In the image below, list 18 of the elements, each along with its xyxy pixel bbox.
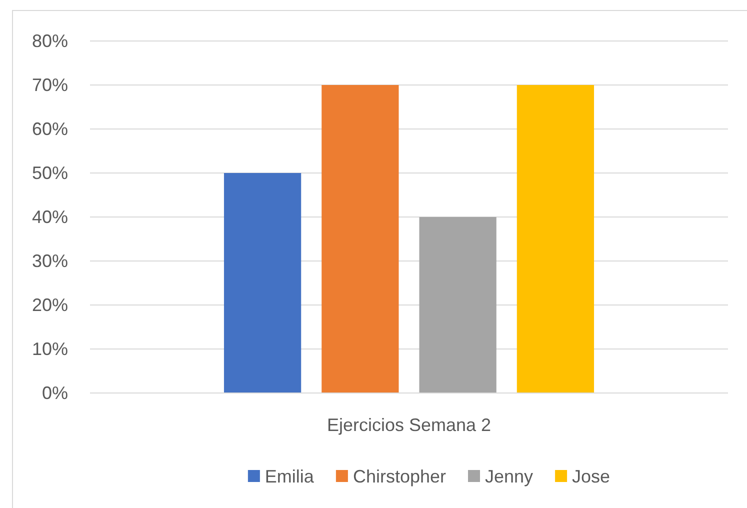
- legend-label: Emilia: [264, 466, 315, 486]
- x-tick-label: Ejercicios Semana 2: [326, 415, 492, 435]
- bar: [322, 85, 399, 393]
- y-tick-label: 10%: [32, 338, 68, 359]
- y-tick-label: 30%: [32, 250, 68, 271]
- bar: [516, 85, 594, 393]
- bar: [419, 217, 496, 393]
- legend-label: Jose: [572, 466, 610, 486]
- y-tick-label: 70%: [32, 74, 68, 95]
- legend-label: Jenny: [484, 466, 534, 486]
- y-tick-label: 50%: [32, 162, 68, 183]
- y-tick-label: 80%: [32, 30, 68, 51]
- y-tick-label: 20%: [32, 294, 68, 315]
- legend-label: Chirstopher: [352, 466, 446, 486]
- y-tick-label: 0%: [42, 382, 68, 403]
- bar: [224, 173, 302, 393]
- y-tick-label: 60%: [32, 118, 68, 139]
- y-tick-label: 40%: [32, 206, 68, 227]
